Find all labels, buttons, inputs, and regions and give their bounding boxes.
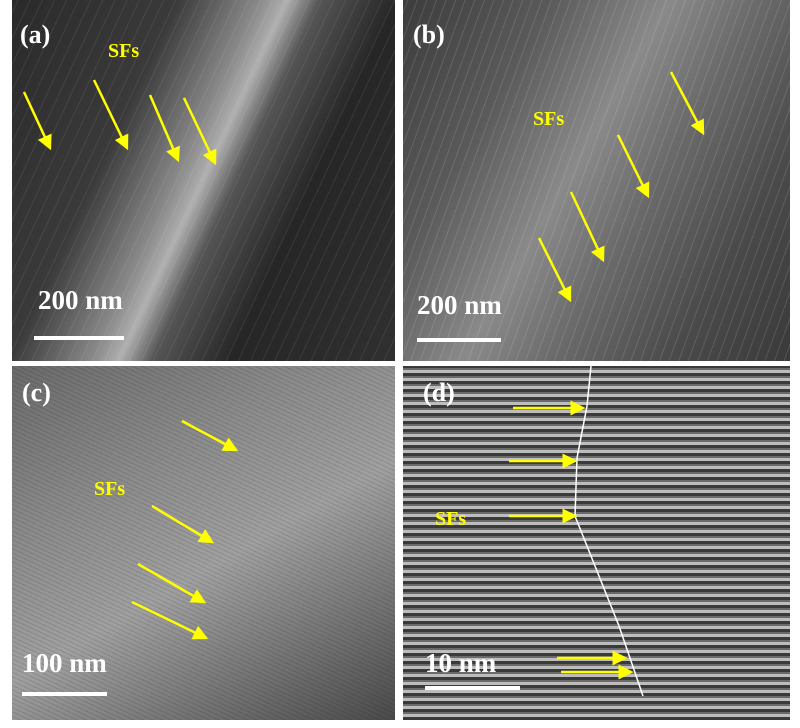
scale-bar bbox=[425, 686, 520, 690]
scale-bar bbox=[417, 338, 501, 342]
arrows bbox=[131, 419, 239, 640]
scale-bar bbox=[22, 692, 107, 696]
sf-annotation: SFs bbox=[533, 108, 565, 130]
panel-label: (b) bbox=[413, 20, 445, 49]
sf-annotation: SFs bbox=[435, 508, 467, 530]
tem-panel-b: (b) SFs 200 nm bbox=[403, 0, 790, 361]
scale-bar-label: 200 nm bbox=[38, 285, 123, 315]
sf-annotation: SFs bbox=[108, 40, 140, 62]
scale-bar bbox=[34, 336, 124, 340]
panel-label: (c) bbox=[22, 378, 51, 407]
scale-bar-label: 100 nm bbox=[22, 648, 107, 678]
arrows bbox=[537, 71, 705, 303]
tem-panel-c: (c) SFs 100 nm bbox=[12, 366, 395, 720]
tem-panel-a: (a) SFs 200 nm bbox=[12, 0, 395, 361]
boundary-line bbox=[574, 366, 644, 697]
panel-label: (a) bbox=[20, 20, 51, 49]
hrtem-panel-d: (d) SFs 10 nm bbox=[403, 366, 790, 720]
arrows bbox=[22, 79, 217, 166]
scale-bar-label: 10 nm bbox=[425, 648, 497, 678]
sf-annotation: SFs bbox=[94, 478, 126, 500]
arrows bbox=[509, 366, 644, 697]
scale-bar-label: 200 nm bbox=[417, 290, 502, 320]
panel-label: (d) bbox=[423, 378, 455, 407]
